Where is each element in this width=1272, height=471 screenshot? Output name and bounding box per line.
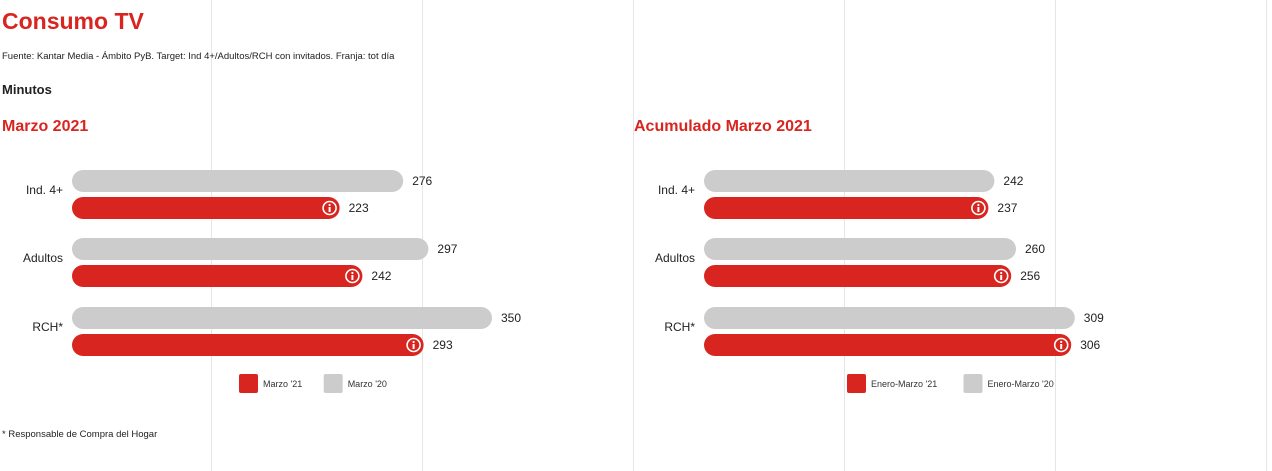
- bar-current: [72, 265, 363, 287]
- legend-swatch: [323, 374, 343, 393]
- info-icon[interactable]: [1053, 337, 1069, 353]
- category-label: Adultos: [23, 251, 63, 265]
- bar-previous: [704, 238, 1016, 260]
- bar-current: [704, 197, 989, 219]
- category-label: RCH*: [32, 320, 63, 334]
- legend-label: Enero-Marzo '20: [988, 379, 1054, 389]
- data-label: 237: [997, 201, 1017, 215]
- data-label: 297: [437, 242, 457, 256]
- info-icon[interactable]: [406, 337, 421, 353]
- bar-chart-acumulado: Ind. 4+ 242 237 Adultos 260 256 RCH* 309 306 Ener…: [655, 170, 1104, 393]
- chart-title-acumulado: Acumulado Marzo 2021: [634, 118, 812, 135]
- bar-chart-marzo: Ind. 4+ 276 223 Adultos 297 242 RCH* 350 293 Marz…: [23, 170, 521, 393]
- legend-label: Enero-Marzo '21: [871, 379, 937, 389]
- info-icon[interactable]: [322, 200, 337, 216]
- footnote: * Responsable de Compra del Hogar: [2, 429, 158, 440]
- legend-label: Marzo '20: [348, 379, 387, 389]
- page-title: Consumo TV: [2, 8, 144, 34]
- category-label: Ind. 4+: [658, 183, 695, 197]
- legend-swatch: [239, 374, 258, 393]
- data-label: 309: [1084, 311, 1104, 325]
- category-label: Ind. 4+: [26, 183, 63, 197]
- bar-previous: [72, 307, 492, 329]
- data-label: 306: [1080, 338, 1100, 352]
- unit-label: Minutos: [2, 82, 52, 97]
- data-label: 223: [349, 201, 369, 215]
- data-label: 242: [1003, 174, 1023, 188]
- bar-current: [72, 197, 340, 219]
- gridline: [844, 0, 845, 471]
- category-label: RCH*: [664, 320, 695, 334]
- legend-swatch: [963, 374, 983, 393]
- gridline: [211, 0, 212, 471]
- gridline: [633, 0, 634, 471]
- chart-title-marzo: Marzo 2021: [2, 118, 89, 135]
- bar-previous: [704, 170, 995, 192]
- bar-current: [72, 334, 424, 356]
- bar-current: [704, 334, 1072, 356]
- data-label: 256: [1020, 269, 1040, 283]
- data-label: 260: [1025, 242, 1045, 256]
- info-icon[interactable]: [345, 268, 360, 284]
- legend-label: Marzo '21: [263, 379, 302, 389]
- data-label: 276: [412, 174, 432, 188]
- legend-swatch: [847, 374, 866, 393]
- category-label: Adultos: [655, 251, 695, 265]
- gridline: [1266, 0, 1267, 471]
- bar-previous: [72, 238, 429, 260]
- source-note: Fuente: Kantar Media - Ámbito PyB. Targe…: [2, 51, 395, 62]
- gridline: [1055, 0, 1056, 471]
- data-label: 350: [501, 311, 521, 325]
- bar-previous: [704, 307, 1075, 329]
- bar-previous: [72, 170, 404, 192]
- gridline: [422, 0, 423, 471]
- data-label: 293: [433, 338, 453, 352]
- info-icon[interactable]: [993, 268, 1009, 284]
- data-label: 242: [371, 269, 391, 283]
- bar-current: [704, 265, 1012, 287]
- info-icon[interactable]: [971, 200, 986, 216]
